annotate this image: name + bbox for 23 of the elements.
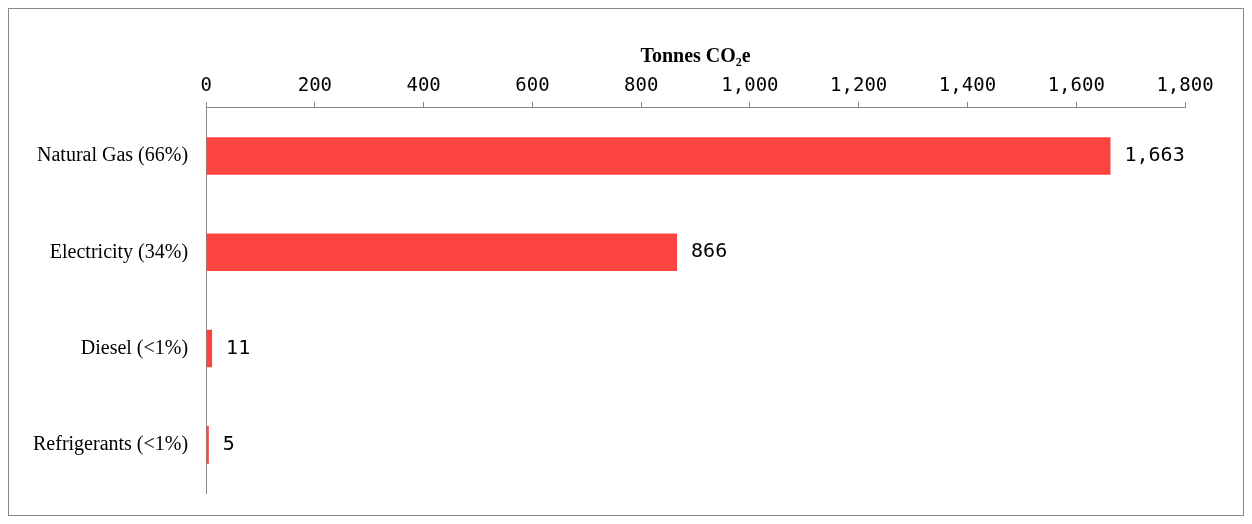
y-tick-label: Electricity (34%) [49, 239, 189, 263]
bar [206, 426, 209, 464]
y-tick-label: Natural Gas (66%) [37, 143, 189, 167]
data-label: 1,663 [1124, 142, 1185, 167]
x-tick-label: 1,400 [938, 73, 997, 96]
bar [206, 329, 213, 368]
x-tick-label: 1,000 [721, 73, 779, 96]
data-label: 11 [226, 334, 251, 359]
y-tick-label: Diesel (<1%) [80, 335, 189, 359]
data-label: 866 [691, 238, 728, 263]
x-tick-label: 1,800 [1156, 73, 1214, 96]
x-tick-label: 800 [624, 73, 659, 96]
x-tick-label: 1,600 [1047, 73, 1105, 96]
bar [206, 233, 678, 272]
x-axis-title: Tonnes CO₂e [640, 44, 751, 67]
x-tick-label: 1,200 [830, 73, 888, 96]
x-tick-label: 400 [406, 73, 441, 96]
data-label: 5 [222, 431, 235, 456]
x-tick-label: 600 [515, 73, 550, 96]
x-tick-label: 200 [297, 73, 333, 96]
x-tick-label: 0 [200, 73, 212, 96]
bar [206, 137, 1111, 175]
y-tick-label: Refrigerants (<1%) [33, 432, 189, 456]
